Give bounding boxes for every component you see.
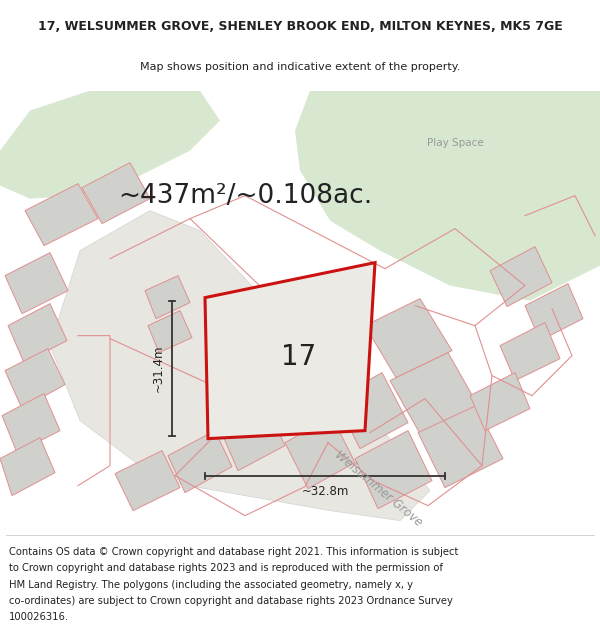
- Polygon shape: [145, 276, 190, 319]
- Text: Contains OS data © Crown copyright and database right 2021. This information is : Contains OS data © Crown copyright and d…: [9, 548, 458, 558]
- Text: HM Land Registry. The polygons (including the associated geometry, namely x, y: HM Land Registry. The polygons (includin…: [9, 579, 413, 589]
- Polygon shape: [490, 247, 552, 307]
- Polygon shape: [25, 184, 98, 246]
- Polygon shape: [355, 431, 432, 509]
- Polygon shape: [82, 162, 150, 224]
- Polygon shape: [0, 91, 220, 199]
- Polygon shape: [2, 394, 60, 452]
- Polygon shape: [390, 352, 478, 434]
- Polygon shape: [148, 311, 192, 352]
- Text: Play Space: Play Space: [427, 138, 484, 148]
- Text: ~31.4m: ~31.4m: [151, 344, 164, 392]
- Polygon shape: [205, 262, 375, 439]
- Text: 17, WELSUMMER GROVE, SHENLEY BROOK END, MILTON KEYNES, MK5 7GE: 17, WELSUMMER GROVE, SHENLEY BROOK END, …: [38, 20, 562, 33]
- Polygon shape: [500, 322, 560, 381]
- Polygon shape: [50, 211, 430, 521]
- Text: co-ordinates) are subject to Crown copyright and database rights 2023 Ordnance S: co-ordinates) are subject to Crown copyr…: [9, 596, 453, 606]
- Text: ~32.8m: ~32.8m: [301, 485, 349, 498]
- Polygon shape: [470, 372, 530, 431]
- Text: Welsummer Grove: Welsummer Grove: [332, 448, 424, 529]
- Polygon shape: [418, 406, 503, 488]
- Text: Map shows position and indicative extent of the property.: Map shows position and indicative extent…: [140, 61, 460, 71]
- Polygon shape: [0, 438, 55, 496]
- Polygon shape: [335, 372, 408, 449]
- Text: ~437m²/~0.108ac.: ~437m²/~0.108ac.: [118, 182, 372, 209]
- Text: 17: 17: [281, 343, 316, 371]
- Polygon shape: [285, 417, 355, 489]
- Text: to Crown copyright and database rights 2023 and is reproduced with the permissio: to Crown copyright and database rights 2…: [9, 564, 443, 574]
- Polygon shape: [5, 253, 68, 314]
- Polygon shape: [222, 409, 285, 471]
- Polygon shape: [115, 451, 180, 511]
- Polygon shape: [8, 304, 67, 362]
- Polygon shape: [525, 284, 583, 341]
- Polygon shape: [365, 299, 452, 378]
- Text: 100026316.: 100026316.: [9, 612, 69, 622]
- Polygon shape: [168, 431, 232, 492]
- Polygon shape: [295, 91, 600, 301]
- Polygon shape: [5, 349, 65, 409]
